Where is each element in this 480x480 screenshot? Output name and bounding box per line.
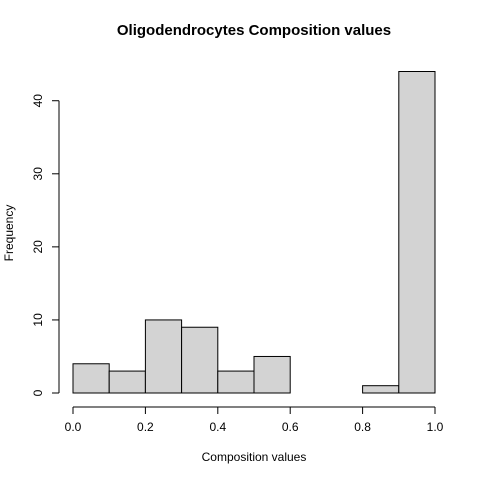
x-tick-label: 0.2 [137,420,154,434]
histogram-bar [181,326,219,394]
y-tick-label: 10 [31,313,45,327]
x-tick-label: 0.4 [209,420,226,434]
y-tick-label: 40 [31,94,45,108]
x-tick-label: 0.0 [65,420,82,434]
histogram-bar [217,370,255,394]
x-tick-label: 0.8 [354,420,371,434]
y-tick-label: 0 [31,389,45,396]
histogram-bar [362,385,400,394]
histogram-bar [144,319,183,394]
bars-group [72,71,436,394]
histogram-bar [398,71,436,394]
x-axis-label: Composition values [202,450,307,464]
histogram-bar [108,370,146,394]
chart-title: Oligodendrocytes Composition values [117,22,391,39]
histogram-bar [72,363,110,394]
y-axis: 0 10 20 30 40 [31,94,60,396]
x-tick-label: 0.6 [282,420,299,434]
histogram-bar [253,355,291,394]
y-tick-label: 20 [31,240,45,254]
x-tick-label: 1.0 [427,420,444,434]
y-tick-label: 30 [31,167,45,181]
x-axis: 0.0 0.2 0.4 0.6 0.8 1.0 [65,406,444,434]
y-axis-label: Frequency [2,205,16,262]
